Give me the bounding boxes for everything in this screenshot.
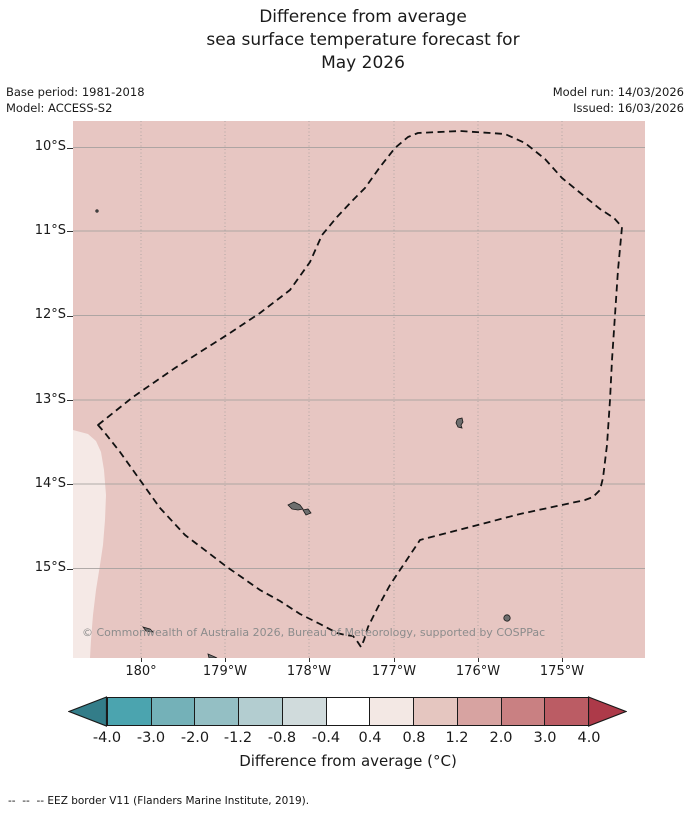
x-axis-tickmark — [394, 658, 395, 662]
colorbar-segment-5 — [281, 698, 326, 725]
title-line-1: Difference from average — [259, 7, 467, 27]
xtick-label-178w: 178°W — [286, 664, 332, 679]
issued-text: Issued: 16/03/2026 — [573, 101, 684, 115]
sea-fill — [73, 121, 645, 658]
colorbar-tick-2.0: 2.0 — [489, 730, 513, 746]
map-area: © Commonwealth of Australia 2026, Bureau… — [73, 121, 645, 658]
sea-light-region — [73, 430, 106, 658]
colorbar-tick--2.0: -2.0 — [180, 730, 210, 746]
colorbar-segment-8 — [413, 698, 457, 725]
island — [95, 209, 99, 213]
x-axis-tickmark — [141, 658, 142, 662]
title-line-2: sea surface temperature forecast for — [206, 30, 520, 50]
base-period-text: Base period: 1981-2018 — [6, 85, 145, 99]
y-axis-tickmark — [67, 315, 73, 317]
island — [141, 626, 155, 633]
colorbar-segment-3 — [194, 698, 239, 725]
colorbar-title: Difference from average (°C) — [239, 752, 457, 770]
meta-right: Model run: 14/03/2026 Issued: 16/03/2026 — [553, 84, 684, 116]
colorbar-segment-7 — [369, 698, 414, 725]
island — [455, 417, 464, 429]
meta-left: Base period: 1981-2018 Model: ACCESS-S2 — [6, 84, 145, 116]
colorbar: -4.0 -3.0 -2.0 -1.2 -0.8 -0.4 0.4 0.8 1.… — [0, 690, 690, 790]
ytick-label-10s: 10°S — [34, 139, 66, 154]
ytick-label-15s: 15°S — [34, 560, 66, 575]
colorbar-segment-2 — [150, 698, 195, 725]
island — [207, 653, 218, 658]
y-axis-tickmark — [67, 484, 73, 485]
xtick-label-180: 180° — [125, 664, 157, 679]
eez-legend: -- -- -- EEZ border V11 (Flanders Marine… — [8, 795, 310, 807]
island — [302, 508, 312, 516]
xtick-label-177w: 177°W — [371, 664, 417, 679]
colorbar-tick--0.8: -0.8 — [267, 730, 297, 746]
colorbar-right-arrow-shape — [588, 696, 627, 727]
x-axis-tickmark — [309, 658, 310, 662]
y-axis-tickmark — [67, 147, 73, 149]
colorbar-segment-4 — [238, 698, 282, 725]
model-run-text: Model run: 14/03/2026 — [552, 85, 684, 99]
colorbar-tick-3.0: 3.0 — [533, 730, 557, 746]
ytick-label-13s: 13°S — [34, 392, 66, 407]
map-attribution: © Commonwealth of Australia 2026, Bureau… — [82, 626, 546, 639]
colorbar-tick--3.0: -3.0 — [136, 730, 166, 746]
model-text: Model: ACCESS-S2 — [6, 101, 113, 115]
y-axis-tickmark — [67, 231, 73, 232]
y-axis-tickmark — [67, 400, 73, 401]
xtick-label-176w: 176°W — [455, 664, 501, 679]
colorbar-tick--0.4: -0.4 — [311, 730, 341, 746]
colorbar-tick-0.4: 0.4 — [358, 730, 382, 746]
island — [287, 501, 304, 511]
colorbar-tick-1.2: 1.2 — [445, 730, 469, 746]
ytick-label-12s: 12°S — [34, 307, 66, 322]
colorbar-left-arrow — [68, 696, 107, 727]
y-axis-tickmark — [67, 568, 73, 570]
x-axis-tickmark — [478, 658, 479, 662]
colorbar-segment-6 — [325, 698, 370, 725]
x-axis-tickmark — [562, 658, 563, 662]
colorbar-segment-11 — [544, 698, 589, 725]
colorbar-right-arrow — [588, 696, 627, 727]
colorbar-bar — [107, 697, 589, 726]
ytick-label-11s: 11°S — [34, 223, 66, 238]
colorbar-segment-10 — [500, 698, 545, 725]
chart-title: Difference from average sea surface temp… — [36, 6, 690, 75]
xtick-label-175w: 175°W — [539, 664, 585, 679]
colorbar-segment-9 — [456, 698, 501, 725]
x-axis-tickmark — [225, 658, 226, 662]
ytick-label-14s: 14°S — [34, 476, 66, 491]
colorbar-segment-1 — [108, 698, 151, 725]
island — [503, 614, 511, 622]
colorbar-tick-4.0: 4.0 — [577, 730, 601, 746]
map-svg — [73, 121, 645, 658]
colorbar-tick--1.2: -1.2 — [223, 730, 253, 746]
colorbar-left-arrow-shape — [68, 696, 107, 727]
xtick-label-179w: 179°W — [202, 664, 248, 679]
colorbar-tick-0.8: 0.8 — [402, 730, 426, 746]
title-line-3: May 2026 — [321, 53, 405, 73]
colorbar-tick--4.0: -4.0 — [92, 730, 122, 746]
